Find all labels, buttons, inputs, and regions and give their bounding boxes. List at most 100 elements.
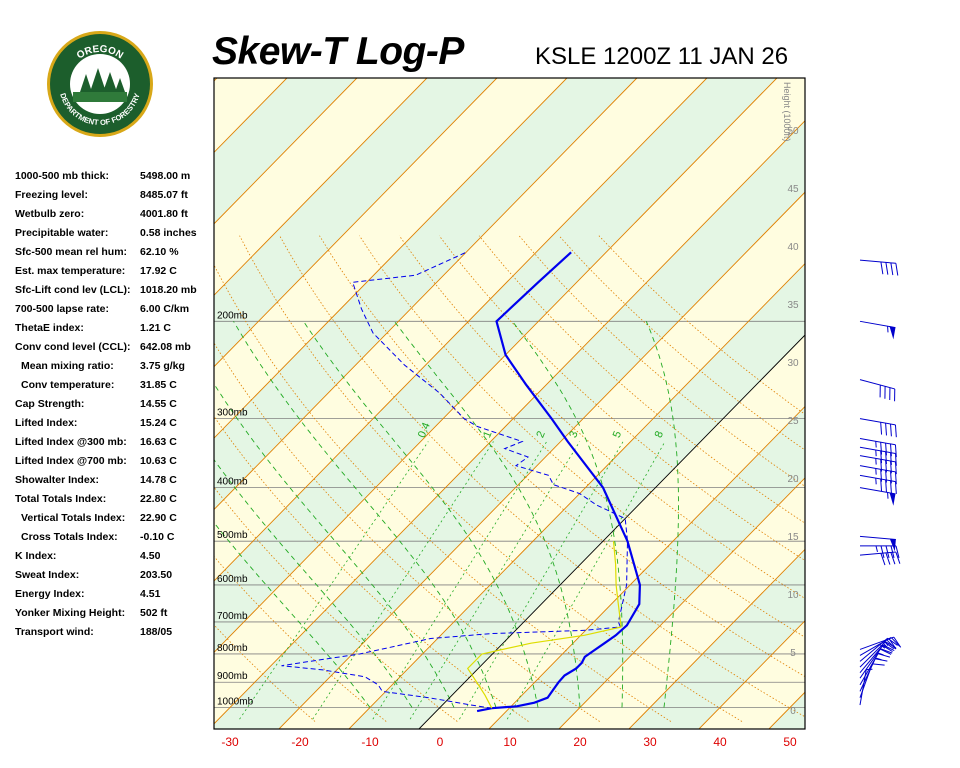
moist-adiabat-line [214, 383, 455, 708]
barb-full [890, 460, 892, 474]
barb-full [890, 452, 892, 465]
wind-barb [859, 379, 896, 402]
station-time-label: KSLE 1200Z 11 JAN 26 [535, 43, 789, 70]
barb-full [895, 263, 899, 276]
height-tick-label: 0 [790, 706, 796, 717]
stat-value: 6.00 C/km [140, 303, 190, 315]
stat-value: 22.80 C [140, 493, 177, 505]
stat-label: ThetaE index: [15, 322, 84, 334]
barb-half [877, 652, 884, 656]
isotherm-lines [214, 78, 805, 729]
temperature-tick-label: 10 [503, 735, 517, 749]
isotherm-line [214, 78, 498, 368]
temperature-tick-label: 0 [437, 735, 444, 749]
wind-barb [859, 418, 897, 438]
barb-full [886, 639, 896, 650]
height-tick-label: 50 [787, 126, 799, 137]
stat-row: Freezing level: 8485.07 ft [15, 187, 215, 206]
mixing-ratio-line [506, 441, 666, 720]
stat-value: 4.50 [140, 550, 161, 562]
barb-full [880, 478, 883, 492]
barb-half [882, 642, 888, 648]
temperature-profile [476, 251, 642, 713]
height-tick-label: 15 [787, 532, 799, 543]
temperature-axis: -30 -20 -10 0 10 20 30 40 50 [221, 735, 797, 749]
barb-full [885, 470, 887, 483]
stat-label: Total Totals Index: [15, 493, 107, 505]
stat-value: 62.10 % [140, 246, 179, 258]
barb-full [890, 480, 892, 494]
svg-text:OREGON: OREGON [75, 44, 125, 62]
barb-full [894, 471, 897, 485]
dry-adiabat-line [214, 486, 458, 722]
pressure-label: 300mb [217, 408, 248, 419]
mixing-ratio-label: 5 [611, 429, 624, 439]
barb-shaft [859, 644, 884, 674]
temperature-tick-label: -30 [221, 735, 239, 749]
barb-half [884, 640, 889, 646]
stat-value: 1018.20 mb [140, 284, 197, 296]
barb-full [895, 551, 901, 564]
barb-shaft [859, 379, 895, 390]
mixing-ratio-label: 2 [534, 429, 547, 439]
stat-label: Est. max temperature: [15, 265, 126, 277]
stat-row: Wetbulb zero: 4001.80 ft [15, 206, 215, 225]
wind-barb [859, 551, 901, 566]
pressure-label: 1000mb [217, 697, 254, 708]
temperature-tick-label: -10 [361, 735, 379, 749]
dry-adiabat-line [359, 235, 805, 638]
wind-barb [859, 487, 896, 506]
stat-row: Est. max temperature: 17.92 C [15, 263, 215, 282]
wind-barb [859, 644, 895, 674]
height-axis: Height (1000ft) 0 5 10 15 20 25 30 35 40 45 50 [782, 82, 799, 717]
barb-half [875, 545, 878, 553]
dewpoint-profile [281, 251, 629, 709]
barb-full [880, 450, 883, 464]
stat-label: Lifted Index: [15, 417, 78, 429]
isotherm-line [348, 262, 805, 729]
chart-title: Skew-T Log-P [212, 30, 464, 73]
stat-label: 1000-500 mb thick: [15, 170, 109, 182]
wind-barb [859, 535, 896, 552]
barb-full [885, 262, 889, 275]
dry-adiabat-line [438, 235, 805, 561]
stat-row: 1000-500 mb thick: 5498.00 m [15, 168, 215, 187]
stat-value: 4.51 [140, 588, 161, 600]
barb-full [893, 636, 902, 648]
stat-row: Showalter Index: 14.78 C [15, 472, 215, 491]
stat-value: 188/05 [140, 626, 173, 638]
barb-full [894, 453, 897, 466]
height-tick-label: 45 [787, 184, 799, 195]
barb-shaft [859, 487, 896, 495]
barb-full [885, 443, 887, 456]
wind-barb [859, 474, 897, 494]
stat-row: Yonker Mixing Height: 502 ft [15, 605, 215, 624]
wind-barb [859, 636, 902, 650]
barb-shaft [859, 648, 882, 679]
mixing-ratio-label: 8 [653, 429, 666, 439]
barb-full [880, 459, 883, 472]
mixing-ratio-label: 0.4 [416, 421, 433, 440]
stability-indices-panel: 1000-500 mb thick: 5498.00 m Freezing leve… [15, 168, 215, 643]
stat-value: 10.63 C [140, 455, 177, 467]
wind-barb [859, 438, 897, 458]
barb-full [881, 644, 893, 652]
stat-label: Lifted Index @700 mb: [15, 455, 127, 467]
stat-row: K Index: 4.50 [15, 548, 215, 567]
stat-value: 0.58 inches [140, 227, 197, 239]
wind-barb [859, 446, 897, 466]
stat-label: Mean mixing ratio: [21, 360, 114, 372]
barb-full [880, 553, 886, 566]
height-tick-label: 5 [790, 648, 796, 659]
pressure-label: 700mb [217, 611, 248, 622]
barb-full [872, 663, 885, 666]
height-axis-label: Height (1000ft) [782, 82, 792, 142]
isotherm-line [214, 78, 358, 225]
stat-label: Yonker Mixing Height: [15, 607, 126, 619]
stat-label: Conv cond level (CCL): [15, 341, 131, 353]
stat-row: 700-500 lapse rate: 6.00 C/km [15, 301, 215, 320]
stat-label: Sweat Index: [15, 569, 80, 581]
height-tick-label: 30 [787, 358, 799, 369]
mixing-ratio-label: 3 [567, 429, 580, 439]
